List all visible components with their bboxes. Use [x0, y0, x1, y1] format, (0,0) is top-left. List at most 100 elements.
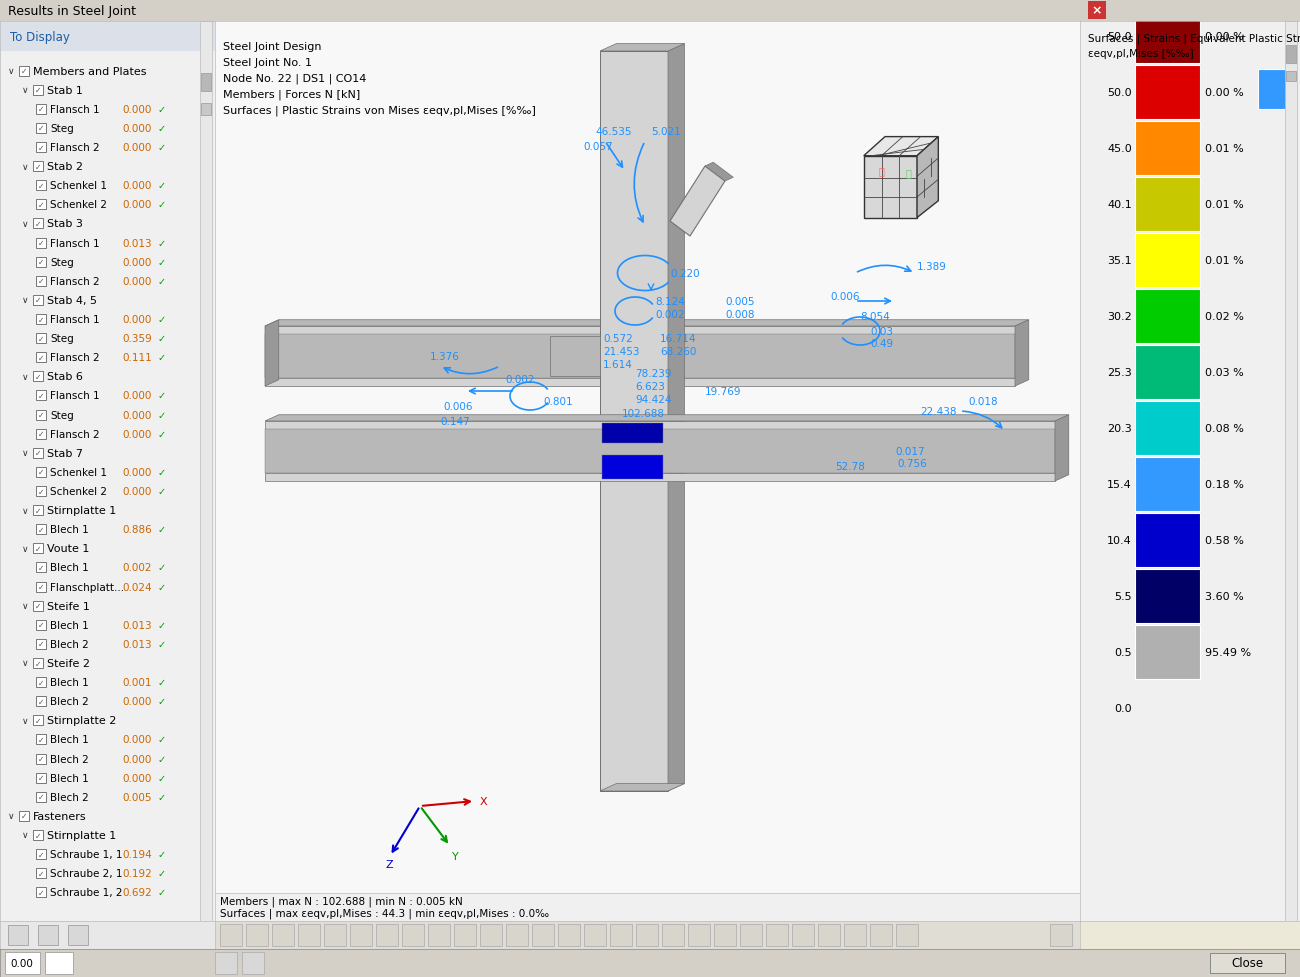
Text: Stirnplatte 1: Stirnplatte 1: [47, 830, 116, 840]
Bar: [32, 86, 43, 96]
Text: Surfaces | Plastic Strains von Mises εeqv,pl,Mises [%‰]: Surfaces | Plastic Strains von Mises εeq…: [224, 106, 536, 116]
Text: Schenkel 2: Schenkel 2: [49, 200, 107, 210]
Text: 0.005: 0.005: [725, 297, 754, 307]
Text: ✓: ✓: [159, 697, 166, 706]
Text: ∨: ∨: [22, 544, 29, 553]
Text: 16.714: 16.714: [660, 334, 697, 344]
Text: 0.000: 0.000: [122, 391, 152, 401]
Text: Results in Steel Joint: Results in Steel Joint: [8, 5, 136, 18]
Text: X: X: [480, 796, 488, 806]
Text: ✓: ✓: [35, 830, 42, 839]
Text: 0.006: 0.006: [829, 292, 859, 302]
Bar: [1135, 234, 1200, 287]
Text: 3.60 %: 3.60 %: [1205, 591, 1244, 602]
Text: Surfaces | max εeqv,pl,Mises : 44.3 | min εeqv,pl,Mises : 0.0‰: Surfaces | max εeqv,pl,Mises : 44.3 | mi…: [220, 908, 549, 918]
Text: ✓: ✓: [35, 448, 42, 458]
Bar: [32, 162, 43, 172]
Bar: [376, 924, 398, 946]
Text: Close: Close: [1231, 956, 1264, 969]
Polygon shape: [265, 335, 1015, 379]
Text: Steg: Steg: [49, 124, 74, 134]
Bar: [36, 200, 46, 210]
Text: 0.000: 0.000: [122, 105, 152, 114]
Text: 0.000: 0.000: [122, 181, 152, 191]
Text: Steg: Steg: [49, 257, 74, 268]
Text: 0.000: 0.000: [122, 124, 152, 134]
Text: ✓: ✓: [38, 430, 44, 439]
Bar: [298, 924, 320, 946]
Text: 0.01 %: 0.01 %: [1205, 199, 1244, 210]
Bar: [36, 754, 46, 764]
Bar: [1135, 290, 1200, 344]
Bar: [36, 257, 46, 268]
Text: ∨: ∨: [22, 602, 29, 611]
Text: Stirnplatte 2: Stirnplatte 2: [47, 715, 117, 726]
Bar: [1284, 21, 1297, 921]
Bar: [480, 924, 502, 946]
Text: ✓: ✓: [38, 410, 44, 420]
Text: ✓: ✓: [159, 639, 166, 650]
Text: ✓: ✓: [159, 620, 166, 630]
Bar: [1135, 457, 1200, 512]
Text: ∨: ∨: [22, 716, 29, 725]
Text: ✓: ✓: [38, 316, 44, 324]
Text: ✓: ✓: [159, 143, 166, 152]
Text: ✓: ✓: [159, 869, 166, 878]
Text: ✓: ✓: [38, 754, 44, 763]
Polygon shape: [601, 45, 685, 52]
Text: 0.192: 0.192: [122, 869, 152, 878]
Text: 0.006: 0.006: [443, 402, 472, 411]
Text: 19.769: 19.769: [705, 387, 741, 397]
Bar: [32, 830, 43, 840]
Text: ✓: ✓: [35, 372, 42, 381]
Text: Node No. 22 | DS1 | CO14: Node No. 22 | DS1 | CO14: [224, 74, 367, 84]
Text: Stab 7: Stab 7: [47, 448, 83, 458]
Bar: [610, 924, 632, 946]
Bar: [324, 924, 346, 946]
Polygon shape: [601, 784, 685, 791]
Text: 0.008: 0.008: [725, 310, 754, 319]
Text: 15.4: 15.4: [1108, 480, 1132, 489]
Text: Schenkel 2: Schenkel 2: [49, 487, 107, 496]
Bar: [1135, 346, 1200, 400]
Bar: [792, 924, 814, 946]
Bar: [1135, 625, 1200, 679]
Bar: [766, 924, 788, 946]
Polygon shape: [668, 45, 685, 791]
Text: 1.614: 1.614: [603, 360, 633, 369]
Text: ✓: ✓: [159, 124, 166, 134]
Text: 0.0: 0.0: [1114, 703, 1132, 713]
Bar: [714, 924, 736, 946]
Text: 40.1: 40.1: [1108, 199, 1132, 210]
Text: ✓: ✓: [159, 315, 166, 324]
Text: ✓: ✓: [38, 238, 44, 248]
Text: ✓: ✓: [38, 792, 44, 801]
Text: Y: Y: [452, 851, 459, 861]
Text: 25.3: 25.3: [1108, 367, 1132, 378]
Text: ✓: ✓: [21, 812, 27, 821]
Bar: [36, 849, 46, 859]
Bar: [32, 601, 43, 611]
Text: 0.5: 0.5: [1114, 648, 1132, 658]
Text: Stab 6: Stab 6: [47, 372, 83, 382]
Bar: [242, 952, 264, 974]
Bar: [36, 773, 46, 783]
Bar: [36, 334, 46, 344]
Bar: [20, 811, 29, 821]
Text: 0.00: 0.00: [10, 958, 34, 968]
Text: ✓: ✓: [38, 582, 44, 591]
Text: ∨: ∨: [8, 812, 14, 821]
Text: ✓: ✓: [38, 468, 44, 477]
Text: ✓: ✓: [159, 467, 166, 478]
Bar: [32, 715, 43, 726]
Bar: [202, 104, 211, 116]
Text: 0.01 %: 0.01 %: [1205, 144, 1244, 153]
Text: Z: Z: [385, 859, 393, 870]
Text: 22.438: 22.438: [920, 406, 957, 416]
Bar: [1258, 70, 1286, 109]
Text: 0.03 %: 0.03 %: [1205, 367, 1244, 378]
Text: 0.013: 0.013: [122, 238, 152, 248]
Text: 0.000: 0.000: [122, 200, 152, 210]
Bar: [8, 925, 29, 945]
Text: ✓: ✓: [38, 640, 44, 649]
